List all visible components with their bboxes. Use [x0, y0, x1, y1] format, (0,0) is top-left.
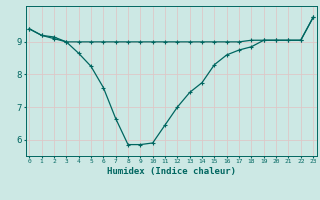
X-axis label: Humidex (Indice chaleur): Humidex (Indice chaleur) — [107, 167, 236, 176]
